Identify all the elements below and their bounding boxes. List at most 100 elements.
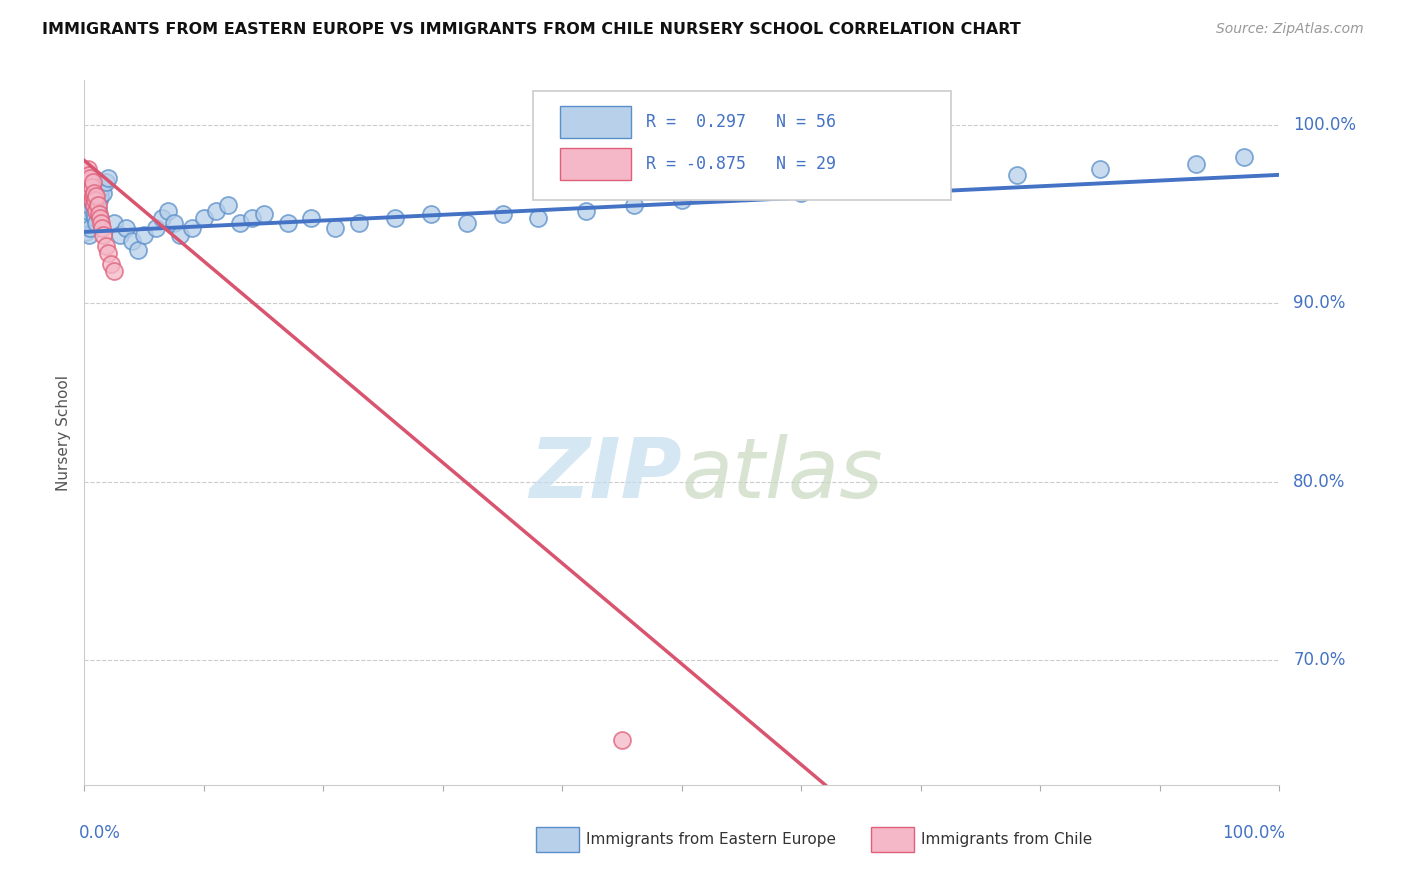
- FancyBboxPatch shape: [560, 148, 630, 180]
- Point: [277, 216, 299, 230]
- Point: [89, 189, 111, 203]
- Point: [103, 216, 125, 230]
- Point: [910, 175, 932, 189]
- Point: [229, 216, 252, 230]
- Point: [97, 171, 120, 186]
- Point: [86, 203, 108, 218]
- Text: 0.0%: 0.0%: [79, 823, 121, 842]
- Point: [193, 211, 215, 225]
- Text: Source: ZipAtlas.com: Source: ZipAtlas.com: [1216, 22, 1364, 37]
- Text: IMMIGRANTS FROM EASTERN EUROPE VS IMMIGRANTS FROM CHILE NURSERY SCHOOL CORRELATI: IMMIGRANTS FROM EASTERN EUROPE VS IMMIGR…: [42, 22, 1021, 37]
- Point: [157, 203, 180, 218]
- Point: [83, 207, 105, 221]
- Point: [145, 221, 167, 235]
- Point: [623, 198, 645, 212]
- Point: [132, 228, 156, 243]
- Point: [671, 193, 693, 207]
- Point: [75, 171, 97, 186]
- Point: [325, 221, 347, 235]
- Point: [121, 234, 143, 248]
- Point: [1090, 162, 1112, 177]
- Point: [77, 228, 100, 243]
- FancyBboxPatch shape: [870, 827, 914, 852]
- Text: atlas: atlas: [682, 434, 883, 516]
- Point: [301, 211, 323, 225]
- Point: [82, 175, 104, 189]
- Point: [240, 211, 263, 225]
- Point: [91, 221, 114, 235]
- Y-axis label: Nursery School: Nursery School: [56, 375, 72, 491]
- Text: 70.0%: 70.0%: [1294, 651, 1346, 669]
- Point: [80, 193, 103, 207]
- Point: [86, 198, 108, 212]
- Text: R = -0.875   N = 29: R = -0.875 N = 29: [647, 155, 837, 173]
- Point: [150, 211, 173, 225]
- Point: [79, 189, 101, 203]
- Point: [181, 221, 204, 235]
- Point: [77, 180, 100, 194]
- Point: [575, 203, 598, 218]
- Point: [84, 193, 107, 207]
- Point: [87, 193, 110, 207]
- Point: [77, 198, 100, 212]
- Point: [91, 180, 114, 194]
- Point: [84, 211, 107, 225]
- Point: [77, 203, 100, 218]
- Text: 80.0%: 80.0%: [1294, 473, 1346, 491]
- Point: [205, 203, 228, 218]
- Point: [110, 228, 132, 243]
- Point: [77, 168, 100, 182]
- Point: [97, 246, 120, 260]
- Point: [76, 216, 98, 230]
- Point: [82, 189, 104, 203]
- Point: [89, 211, 111, 225]
- Point: [93, 186, 115, 200]
- Point: [87, 207, 110, 221]
- Point: [1185, 157, 1208, 171]
- Point: [77, 175, 100, 189]
- Point: [349, 216, 371, 230]
- Text: Immigrants from Chile: Immigrants from Chile: [921, 831, 1092, 847]
- Point: [83, 186, 105, 200]
- Point: [1233, 150, 1256, 164]
- Point: [456, 216, 478, 230]
- Point: [253, 207, 276, 221]
- FancyBboxPatch shape: [560, 105, 630, 138]
- Point: [163, 216, 186, 230]
- Point: [82, 198, 104, 212]
- Point: [384, 211, 406, 225]
- Point: [492, 207, 515, 221]
- Point: [76, 168, 98, 182]
- Point: [217, 198, 239, 212]
- Point: [169, 228, 191, 243]
- Text: ZIP: ZIP: [529, 434, 682, 516]
- Point: [76, 175, 98, 189]
- Text: R =  0.297   N = 56: R = 0.297 N = 56: [647, 113, 837, 131]
- Point: [127, 243, 149, 257]
- FancyBboxPatch shape: [536, 827, 579, 852]
- Point: [90, 216, 112, 230]
- Point: [93, 228, 115, 243]
- Point: [790, 186, 813, 200]
- Text: 90.0%: 90.0%: [1294, 294, 1346, 312]
- Point: [103, 264, 125, 278]
- Point: [527, 211, 550, 225]
- Point: [83, 198, 105, 212]
- Point: [115, 221, 138, 235]
- Point: [1005, 168, 1028, 182]
- Point: [94, 175, 117, 189]
- Point: [79, 221, 101, 235]
- Point: [80, 193, 103, 207]
- Point: [77, 211, 100, 225]
- Point: [79, 186, 101, 200]
- FancyBboxPatch shape: [533, 91, 950, 200]
- Point: [420, 207, 443, 221]
- Text: 100.0%: 100.0%: [1222, 823, 1285, 842]
- Point: [612, 733, 634, 747]
- Point: [75, 225, 97, 239]
- Text: Immigrants from Eastern Europe: Immigrants from Eastern Europe: [586, 831, 837, 847]
- Point: [94, 239, 117, 253]
- Point: [86, 189, 108, 203]
- Point: [80, 180, 103, 194]
- Point: [100, 257, 122, 271]
